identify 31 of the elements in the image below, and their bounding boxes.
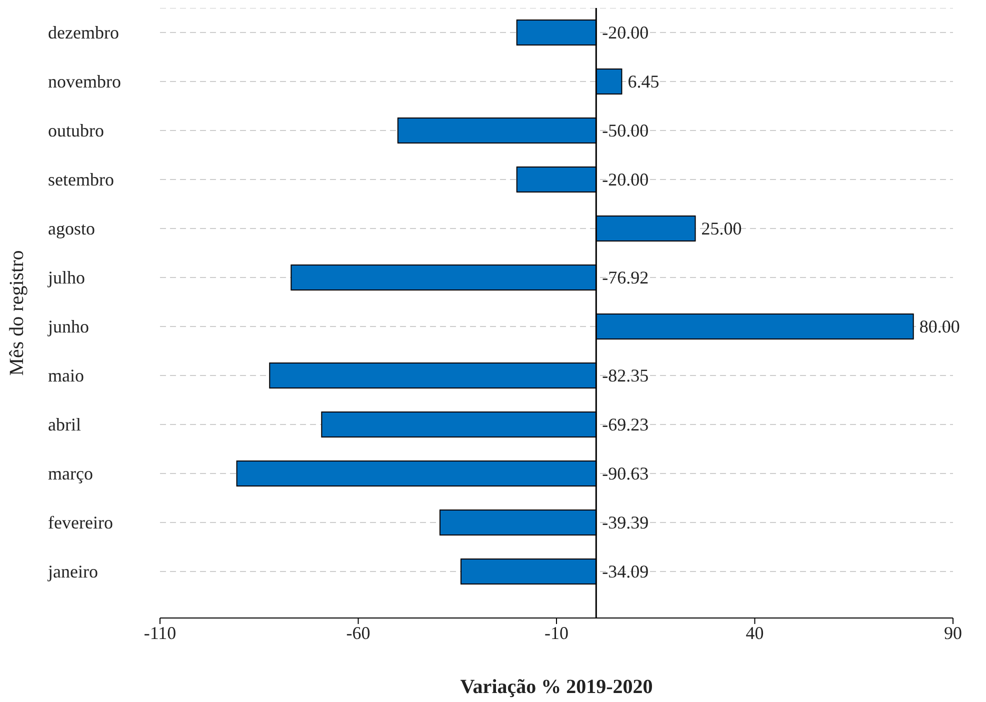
y-tick-label: julho bbox=[47, 268, 86, 288]
y-tick-label: outubro bbox=[48, 120, 104, 140]
data-label: -20.00 bbox=[602, 22, 649, 42]
y-tick-label: janeiro bbox=[47, 562, 98, 582]
x-axis-title: Variação % 2019-2020 bbox=[460, 676, 653, 698]
data-label: -90.63 bbox=[602, 464, 649, 484]
x-tick-label: 90 bbox=[944, 622, 962, 643]
data-label: -34.09 bbox=[602, 562, 649, 582]
y-tick-label: abril bbox=[48, 414, 81, 434]
y-tick-label: março bbox=[48, 464, 93, 484]
y-tick-label: fevereiro bbox=[48, 512, 113, 532]
x-tick-label: -10 bbox=[544, 622, 568, 643]
data-label: 25.00 bbox=[701, 218, 742, 238]
x-tick-label: -60 bbox=[346, 622, 370, 643]
data-label: -50.00 bbox=[602, 120, 649, 140]
data-label: -82.35 bbox=[602, 366, 649, 386]
x-tick-label: -110 bbox=[144, 622, 176, 643]
y-tick-label: agosto bbox=[48, 218, 95, 238]
y-tick-label: junho bbox=[47, 316, 90, 336]
data-label: -76.92 bbox=[602, 268, 649, 288]
x-tick-label: 40 bbox=[746, 622, 764, 643]
y-tick-label: novembro bbox=[48, 72, 121, 92]
y-tick-label: dezembro bbox=[48, 22, 119, 42]
data-label: -20.00 bbox=[602, 170, 649, 190]
data-label: -39.39 bbox=[602, 512, 649, 532]
y-axis-title: Mês do registro bbox=[6, 250, 28, 376]
y-tick-label: setembro bbox=[48, 170, 114, 190]
data-label: 6.45 bbox=[628, 72, 660, 92]
data-label: -69.23 bbox=[602, 414, 649, 434]
data-label: 80.00 bbox=[919, 316, 960, 336]
y-tick-label: maio bbox=[48, 366, 84, 386]
